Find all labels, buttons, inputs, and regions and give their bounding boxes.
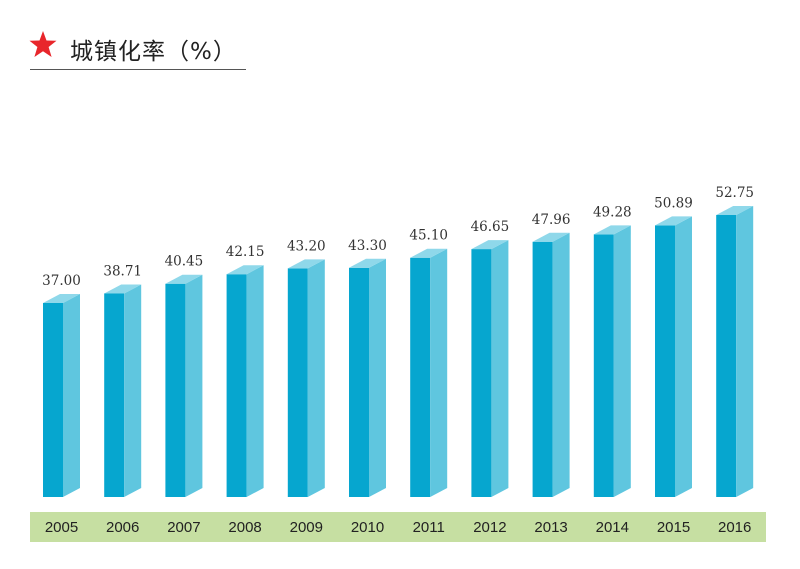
bar-side-2010 bbox=[369, 258, 386, 497]
star-icon bbox=[29, 31, 57, 57]
bar-2011 bbox=[410, 248, 448, 497]
x-tick-label-2007: 2007 bbox=[167, 519, 200, 536]
bar-top-2014 bbox=[593, 225, 631, 235]
bar-top-2015 bbox=[655, 216, 692, 226]
bar-2014 bbox=[593, 225, 631, 497]
x-tick-label-2008: 2008 bbox=[228, 519, 261, 536]
value-label-2012: 46.65 bbox=[471, 219, 510, 235]
value-label-2009: 43.20 bbox=[287, 238, 326, 254]
bar-2012 bbox=[471, 240, 509, 498]
bar-2015 bbox=[655, 216, 692, 497]
bar-side-2016 bbox=[736, 206, 754, 497]
bar-side-2013 bbox=[552, 232, 570, 497]
bar-side-2005 bbox=[63, 294, 80, 497]
value-label-2010: 43.30 bbox=[348, 238, 387, 254]
bar-front-2015 bbox=[655, 225, 675, 497]
bar-2008 bbox=[226, 265, 264, 497]
value-label-2014: 49.28 bbox=[593, 204, 632, 220]
value-label-2005: 37.00 bbox=[42, 273, 81, 289]
bar-side-2006 bbox=[124, 284, 142, 497]
x-tick-label-2005: 2005 bbox=[45, 519, 78, 536]
x-tick-label-2014: 2014 bbox=[596, 519, 629, 536]
bar-top-2007 bbox=[165, 274, 203, 284]
bar-side-2009 bbox=[307, 259, 325, 497]
x-axis-tick-labels: 2005 2006 2007 2008 2009 2010 2011 2012 2013 2014… bbox=[45, 519, 752, 536]
bar-front-2005 bbox=[43, 303, 63, 497]
bar-side-2012 bbox=[491, 240, 509, 498]
value-labels: 37.00 38.71 40.45 42.15 43.20 43.30 45.10 46.65… bbox=[42, 185, 754, 289]
bar-side-2015 bbox=[675, 216, 692, 497]
x-tick-label-2011: 2011 bbox=[413, 519, 445, 536]
bar-top-2008 bbox=[226, 265, 264, 275]
bar-front-2008 bbox=[226, 274, 247, 497]
bar-top-2010 bbox=[349, 258, 386, 268]
value-label-2007: 40.45 bbox=[165, 254, 204, 270]
bar-front-2006 bbox=[104, 293, 125, 497]
bar-top-2006 bbox=[104, 284, 142, 294]
x-tick-label-2009: 2009 bbox=[290, 519, 323, 536]
bar-series bbox=[43, 206, 754, 498]
bar-top-2005 bbox=[43, 294, 80, 303]
bar-side-2008 bbox=[246, 265, 264, 497]
bar-front-2010 bbox=[349, 267, 369, 497]
bar-top-2011 bbox=[410, 248, 448, 258]
bar-front-2009 bbox=[287, 268, 308, 497]
x-tick-label-2016: 2016 bbox=[718, 519, 751, 536]
bar-2013 bbox=[532, 232, 570, 497]
value-label-2008: 42.15 bbox=[226, 244, 265, 260]
x-tick-label-2006: 2006 bbox=[106, 519, 139, 536]
bar-2007 bbox=[165, 274, 203, 497]
bar-top-2009 bbox=[287, 259, 325, 269]
bar-side-2007 bbox=[185, 274, 203, 497]
bar-2009 bbox=[287, 259, 325, 497]
x-tick-label-2012: 2012 bbox=[473, 519, 506, 536]
value-label-2011: 45.10 bbox=[409, 228, 448, 244]
bar-2005 bbox=[43, 294, 80, 497]
value-label-2013: 47.96 bbox=[532, 212, 571, 228]
value-label-2016: 52.75 bbox=[715, 185, 754, 201]
bar-top-2013 bbox=[532, 232, 570, 242]
bar-2006 bbox=[104, 284, 142, 497]
bar-top-2012 bbox=[471, 240, 509, 250]
bar-2016 bbox=[716, 206, 754, 497]
bar-front-2014 bbox=[593, 234, 614, 497]
bar-side-2014 bbox=[613, 225, 631, 497]
header-divider bbox=[30, 69, 246, 70]
bar-side-2011 bbox=[430, 248, 448, 497]
value-label-2006: 38.71 bbox=[103, 263, 142, 279]
x-axis-band bbox=[30, 512, 766, 542]
bar-front-2012 bbox=[471, 249, 492, 497]
chart-title: 城镇化率（%） bbox=[70, 39, 237, 65]
x-tick-label-2015: 2015 bbox=[657, 519, 690, 536]
bar-front-2016 bbox=[716, 215, 737, 497]
bar-2010 bbox=[349, 258, 386, 497]
x-tick-label-2010: 2010 bbox=[351, 519, 384, 536]
bar-top-2016 bbox=[716, 206, 754, 215]
bar-front-2007 bbox=[165, 283, 186, 497]
bar-front-2013 bbox=[532, 241, 553, 497]
value-label-2015: 50.89 bbox=[654, 195, 693, 211]
x-tick-label-2013: 2013 bbox=[534, 519, 567, 536]
chart-header: 城镇化率（%） bbox=[28, 28, 246, 72]
bar-front-2011 bbox=[410, 257, 431, 497]
